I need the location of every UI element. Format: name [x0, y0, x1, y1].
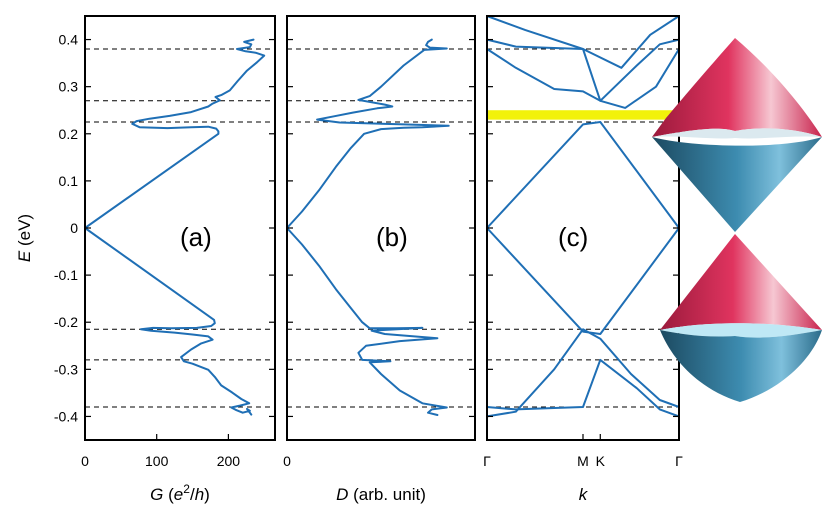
y-tick-label: 0 [70, 220, 78, 236]
panel-c-series-line [486, 15, 680, 69]
panel-c-x-tick-label: M [577, 453, 589, 469]
panel-c-series-line [486, 38, 680, 102]
panel-b-x-title: D (arb. unit) [336, 485, 426, 504]
panel-a-label: (a) [180, 222, 212, 252]
panel-b-density-of-states: (b) 0 D (arb. unit) [283, 15, 476, 504]
y-tick-label: 0.1 [59, 173, 79, 189]
panel-a-series-line [84, 38, 266, 416]
upper-cone-rim [652, 128, 822, 139]
dirac-cone-illustration [652, 38, 822, 402]
y-tick-labels: -0.4 -0.3 -0.2 -0.1 0 0.1 0.2 0.3 0.4 [54, 32, 78, 425]
panel-c-frame [486, 15, 680, 441]
panel-c-series-line [486, 227, 680, 335]
panel-c-x-title: k [579, 485, 589, 504]
y-tick-label: 0.4 [59, 32, 79, 48]
panel-b-label: (b) [376, 222, 408, 252]
y-tick-label: -0.1 [54, 267, 78, 283]
y-tick-label: 0.3 [59, 79, 79, 95]
panel-b-series-line [286, 38, 450, 416]
y-tick-label: 0.2 [59, 126, 79, 142]
lower-cone-rim [660, 323, 822, 338]
upper-cone-bottom-sheet [652, 137, 822, 232]
panel-c-series-line [486, 48, 680, 109]
panel-b-frame [286, 15, 476, 441]
lower-cone-top-sheet [660, 234, 822, 330]
y-tick-label: -0.4 [54, 408, 78, 424]
panel-c-x-tick-label: K [596, 453, 606, 469]
panel-a-x-tick-label: 0 [81, 453, 89, 469]
panel-a-x-tick-label: 100 [145, 453, 169, 469]
panel-c-label: (c) [558, 222, 588, 252]
y-tick-label: -0.3 [54, 361, 78, 377]
panel-c-highlight-band [488, 110, 690, 120]
upper-cone-top-sheet [652, 38, 822, 137]
panel-c-series-line [486, 358, 680, 418]
y-axis-title: E (eV) [15, 214, 34, 262]
panel-c-x-tick-label: Γ [675, 453, 683, 469]
panel-a-x-title: G (e2/h) [150, 482, 210, 504]
panel-a-conductance: (a) 0 100 200 G (e2/h) [81, 15, 276, 504]
panel-b-x-tick-label: 0 [283, 453, 291, 469]
y-tick-label: -0.2 [54, 314, 78, 330]
panel-c-x-tick-label: Γ [483, 453, 491, 469]
panel-a-frame [84, 15, 276, 441]
panel-c-series-line [486, 121, 680, 229]
lower-cone-bottom-sheet [660, 330, 822, 402]
panel-c-series-line [486, 328, 680, 418]
panel-a-x-tick-label: 200 [217, 453, 241, 469]
